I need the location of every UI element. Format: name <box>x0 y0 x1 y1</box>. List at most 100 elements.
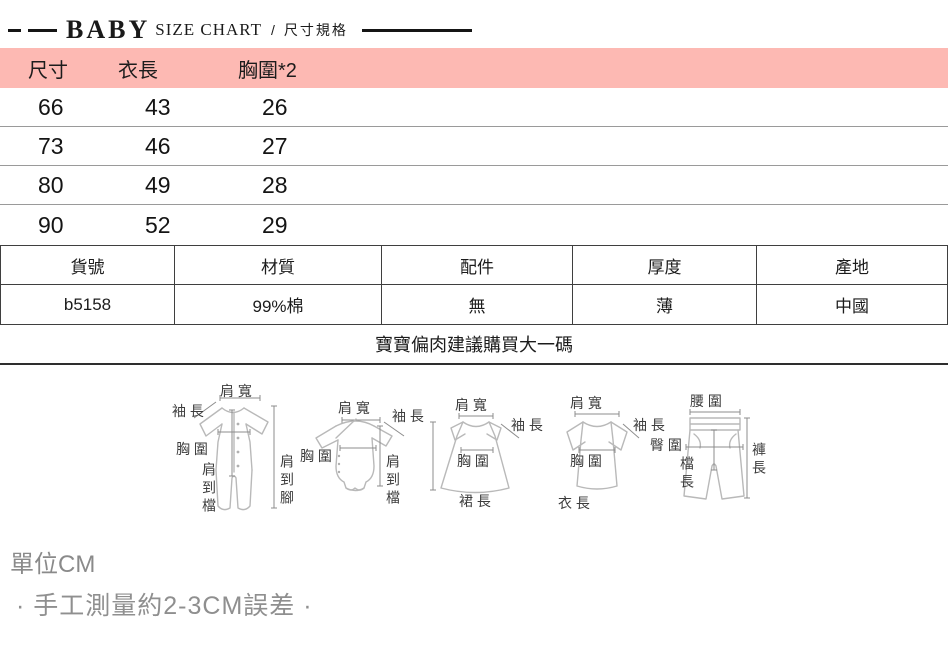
measure-line <box>339 445 377 451</box>
measure-label: 胸 圍 <box>457 453 489 469</box>
measure-label: 肩到檔 <box>201 462 217 516</box>
measure-line <box>744 417 750 499</box>
garment-outline <box>335 420 375 427</box>
measure-label: 肩 寬 <box>455 397 487 413</box>
size-table-row: 73 46 27 <box>0 127 948 166</box>
dress-sketch <box>430 413 520 494</box>
size-col-header: 胸圍*2 <box>238 59 297 82</box>
garment-outline <box>440 421 510 494</box>
measure-line <box>622 423 640 439</box>
title-subtitle-zh: 尺寸規格 <box>283 22 348 38</box>
bodysuit-diagram: 肩 寬 袖 長 胸 圍 肩到檔 <box>300 378 435 533</box>
garment-outline <box>215 423 253 471</box>
garment-outline <box>576 421 618 490</box>
garment-outline <box>582 421 612 428</box>
garment-outline <box>345 487 365 491</box>
measure-label: 衣 長 <box>558 495 590 511</box>
measure-line <box>460 447 494 453</box>
size-cell: 52 <box>145 211 171 238</box>
size-cell: 43 <box>145 93 171 120</box>
garment-outline <box>566 421 586 451</box>
garment-outline <box>486 421 502 441</box>
info-value-cell: 薄 <box>573 285 757 324</box>
size-advice-note: 寶寶偏肉建議購買大一碼 <box>0 325 948 365</box>
measurement-diagrams: 肩 寬 袖 長 胸 圍 肩到檔 肩到腳 肩 寬 袖 長 胸 圍 肩到檔 <box>170 378 795 533</box>
measure-label: 裙 長 <box>459 493 491 509</box>
garment-outline <box>689 417 741 431</box>
measure-line <box>430 421 436 491</box>
romper-sketch <box>193 395 277 511</box>
measure-line <box>377 425 383 487</box>
size-table-header: 尺寸 衣長 胸圍*2 <box>0 48 948 88</box>
measure-label: 胸 圍 <box>176 441 208 457</box>
measure-label: 褲長 <box>751 442 767 478</box>
size-table-row: 90 52 29 <box>0 205 948 245</box>
top-sketch <box>566 411 640 490</box>
measure-line <box>458 413 494 419</box>
snap-dot <box>337 462 341 466</box>
measure-label: 袖 長 <box>172 403 204 419</box>
title-dash-left-short <box>8 28 21 32</box>
garment-outline <box>462 421 490 428</box>
size-col-header: 衣長 <box>118 59 158 82</box>
measure-label: 肩 寬 <box>338 400 370 416</box>
measure-label: 袖 長 <box>392 408 424 424</box>
measure-label: 胸 圍 <box>300 448 332 464</box>
tolerance-note: · 手工測量約2-3CM誤差 · <box>16 592 313 620</box>
measure-label: 肩到檔 <box>385 454 401 508</box>
page-title: BABY SIZE CHART / 尺寸規格 <box>8 15 472 45</box>
info-header-cell: 產地 <box>757 246 947 285</box>
product-info-table: 貨號 材質 配件 厚度 產地 b5158 99%棉 無 薄 中國 <box>0 245 948 325</box>
snap-dot <box>236 422 240 426</box>
size-cell: 66 <box>38 93 64 120</box>
snap-dot <box>337 470 341 474</box>
size-cell: 80 <box>38 171 64 198</box>
measure-line <box>500 423 520 439</box>
measure-label: 袖 長 <box>511 417 543 433</box>
title-dash-right <box>361 28 472 32</box>
size-table-row: 66 43 26 <box>0 88 948 127</box>
garment-outline <box>608 421 628 451</box>
garment-outline <box>693 433 737 449</box>
measure-line <box>193 401 217 419</box>
measure-line <box>271 405 277 509</box>
measure-line <box>229 409 235 477</box>
size-cell: 49 <box>145 171 171 198</box>
measure-line <box>711 429 717 471</box>
title-separator: / <box>270 22 275 38</box>
garment-outline <box>335 418 357 439</box>
info-value-cell: 99%棉 <box>175 285 382 324</box>
measure-line <box>219 395 261 401</box>
measure-label: 肩 寬 <box>220 383 252 399</box>
measure-line <box>341 417 381 423</box>
snap-dot <box>236 450 240 454</box>
info-header-cell: 貨號 <box>1 246 175 285</box>
info-value-cell: 中國 <box>835 297 869 316</box>
info-header-cell: 配件 <box>382 246 573 285</box>
top-diagram: 肩 寬 袖 長 胸 圍 衣 長 <box>555 378 690 533</box>
size-cell: 27 <box>262 132 288 159</box>
garment-outline <box>335 437 375 492</box>
measure-line <box>578 447 616 453</box>
garment-outline <box>221 407 245 414</box>
garment-outline <box>450 421 466 441</box>
size-cell: 90 <box>38 211 64 238</box>
title-dash-left-long <box>28 28 57 32</box>
snap-dot <box>236 436 240 440</box>
size-cell: 46 <box>145 132 171 159</box>
unit-note: 單位CM <box>10 551 96 578</box>
bodysuit-sketch <box>315 417 405 492</box>
pants-diagram: 腰 圍 臀 圍 檔長 褲長 <box>650 378 790 533</box>
dress-diagram: 肩 寬 袖 長 胸 圍 裙 長 <box>425 378 560 533</box>
measure-line <box>689 409 741 415</box>
romper-diagram: 肩 寬 袖 長 胸 圍 肩到檔 肩到腳 <box>170 378 302 533</box>
size-cell: 26 <box>262 93 288 120</box>
measure-line <box>383 421 405 437</box>
brand-text: BABY <box>66 15 151 44</box>
garment-outline <box>315 425 339 449</box>
snap-dot <box>337 454 341 458</box>
measure-label: 肩 寬 <box>570 395 602 411</box>
snap-dot <box>236 464 240 468</box>
title-subtitle-en: SIZE CHART <box>155 20 262 39</box>
garment-outline <box>243 407 269 435</box>
